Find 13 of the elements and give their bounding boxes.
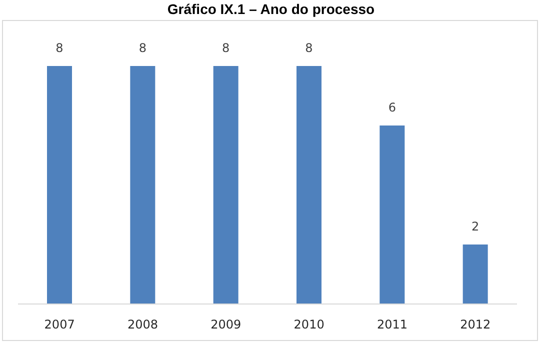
x-tick-label: 2009 (210, 318, 242, 332)
chart-title: Gráfico IX.1 – Ano do processo (166, 0, 376, 18)
data-label: 2 (472, 220, 480, 234)
x-tick-label: 2010 (294, 318, 324, 332)
x-tick-label: 2012 (460, 318, 491, 332)
x-tick-label: 2011 (376, 318, 408, 332)
data-label: 8 (305, 41, 313, 55)
x-tick-label: 2007 (44, 318, 75, 332)
data-label: 8 (138, 41, 146, 55)
data-label: 8 (56, 41, 64, 55)
data-label: 6 (388, 100, 396, 114)
data-label: 8 (222, 41, 230, 55)
x-tick-label: 2008 (127, 318, 158, 332)
